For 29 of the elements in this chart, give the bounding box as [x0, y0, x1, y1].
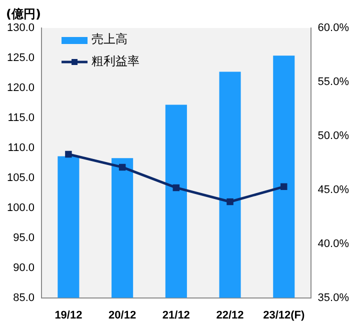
point — [118, 164, 126, 171]
y-tick-label: 120.0 — [6, 82, 35, 94]
y-tick-label: 105.0 — [6, 172, 35, 184]
y-tick-label: 110.0 — [8, 142, 35, 154]
y-tick-label: 85.0 — [13, 292, 35, 304]
y2-tick-label: 40.0% — [318, 238, 350, 250]
y-tick-label: 90.0 — [13, 262, 35, 274]
y-tick-label: 115.0 — [8, 112, 35, 124]
point — [65, 150, 72, 158]
x-tick-label: 21/12 — [162, 309, 190, 322]
point — [172, 184, 180, 192]
x-tick-label: 20/12 — [108, 309, 136, 322]
x-tick-label: 22/12 — [216, 309, 244, 322]
y2-tick-label: 50.0% — [318, 130, 350, 142]
y-tick-label: 130.0 — [6, 22, 35, 34]
x-tick-label: 19/12 — [54, 309, 82, 322]
x-tick-label: 23/12(F) — [263, 309, 305, 322]
point — [280, 183, 288, 190]
y-axis-title: (億円) — [6, 6, 41, 23]
y-tick-label: 125.0 — [6, 52, 35, 64]
y2-tick-label: 35.0% — [318, 292, 350, 304]
point — [226, 198, 234, 206]
legend-label: 粗利益率 — [92, 54, 140, 68]
y2-tick-label: 45.0% — [318, 184, 350, 196]
y2-tick-label: 55.0% — [318, 76, 350, 88]
y-tick-label: 95.0 — [13, 232, 35, 244]
y-tick-label: 100.0 — [6, 202, 35, 214]
legend-label: 売上高 — [92, 32, 128, 46]
y2-tick-label: 60.0% — [318, 22, 350, 34]
